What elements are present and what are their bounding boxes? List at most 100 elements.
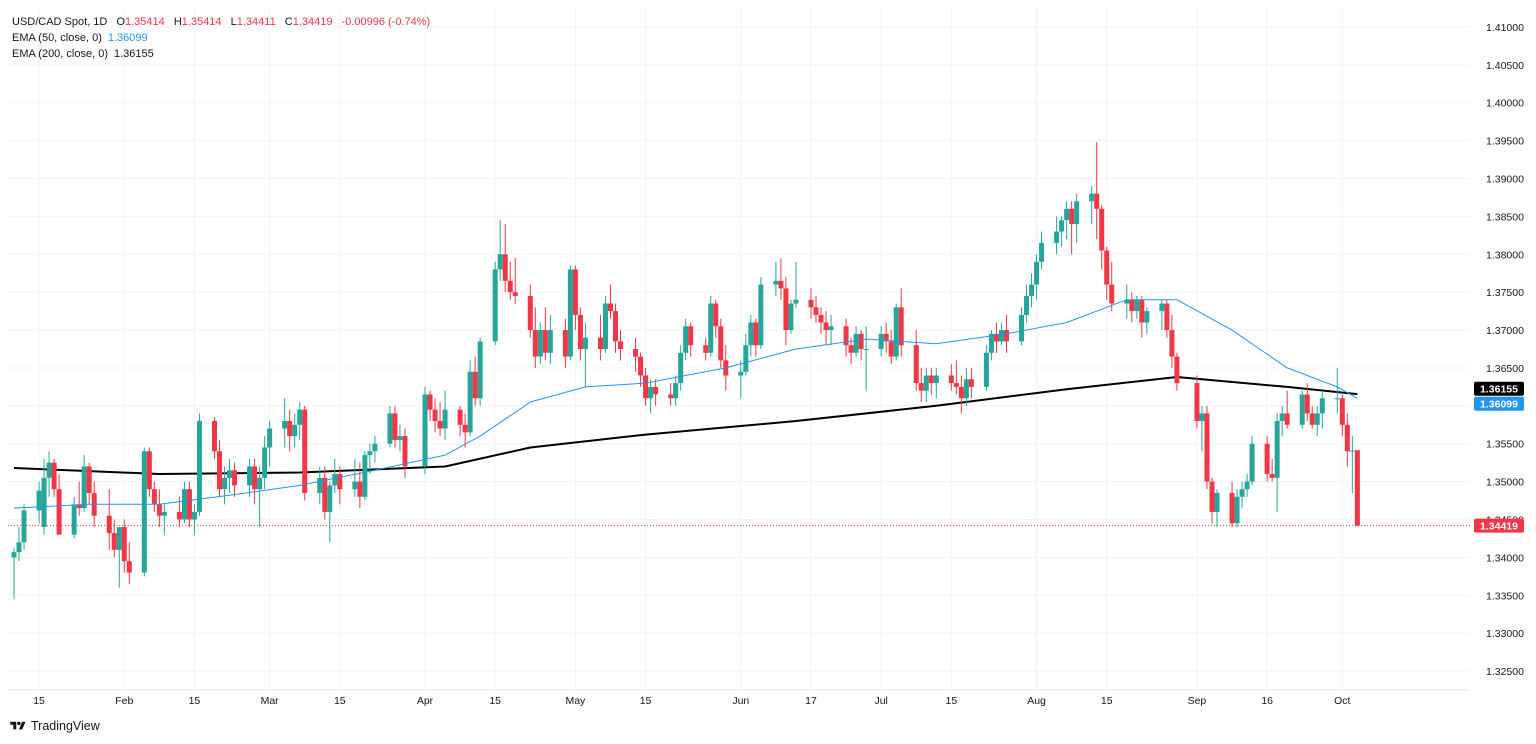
candle	[618, 330, 624, 361]
candle-body	[537, 330, 543, 357]
candle	[1169, 314, 1175, 368]
candle	[888, 330, 894, 365]
candle	[738, 360, 744, 399]
candle	[1164, 299, 1170, 338]
tradingview-brand[interactable]: TradingView	[10, 719, 100, 733]
candle	[21, 504, 27, 550]
candle	[643, 367, 649, 406]
candle-body	[151, 489, 157, 505]
candle-body	[1003, 330, 1009, 342]
candle	[1269, 458, 1275, 482]
price-badge-ema-200: 1.36155	[1474, 381, 1524, 396]
candle	[968, 367, 974, 399]
y-tick-label: 1.33500	[1486, 590, 1524, 602]
candle	[472, 356, 478, 406]
ema200-line	[13, 376, 1358, 475]
y-tick-label: 1.37000	[1486, 325, 1524, 337]
x-tick-label: 15	[189, 695, 201, 707]
candle	[958, 375, 964, 414]
candle	[232, 462, 238, 497]
candle	[653, 379, 659, 406]
candle	[217, 439, 223, 497]
candle-body	[1034, 261, 1040, 285]
candle-body	[472, 371, 478, 399]
candle-body	[1029, 284, 1035, 296]
candle	[397, 424, 403, 452]
x-tick-label: May	[565, 695, 586, 707]
candle	[507, 261, 513, 300]
chart-grid	[8, 8, 1470, 690]
y-tick-label: 1.32500	[1486, 666, 1524, 678]
candle-body	[618, 341, 624, 349]
candle-body	[783, 288, 789, 331]
candle-body	[1269, 474, 1275, 478]
candle	[983, 345, 989, 391]
candle-body	[888, 341, 894, 357]
candle-body	[1319, 398, 1325, 414]
candle	[718, 318, 724, 368]
candle-body	[367, 451, 373, 456]
candle	[357, 462, 363, 509]
candle	[51, 458, 57, 497]
candle	[297, 402, 303, 440]
candle-body	[893, 307, 899, 357]
candle	[1309, 405, 1315, 429]
candle	[1124, 284, 1130, 319]
candle-body	[898, 307, 904, 346]
candle	[1109, 261, 1115, 312]
candle-body	[532, 330, 538, 357]
legend-low-value: 1.34411	[236, 16, 276, 28]
candle	[372, 436, 378, 463]
candle	[1249, 436, 1255, 486]
candle-body	[176, 511, 182, 520]
candle	[788, 299, 794, 334]
candle-body	[222, 477, 228, 490]
candle-body	[582, 337, 588, 349]
candle-body	[1264, 443, 1270, 475]
candle	[422, 386, 428, 475]
candle	[582, 322, 588, 387]
candle	[267, 420, 273, 467]
candle	[808, 288, 814, 319]
candle	[1099, 205, 1105, 270]
candle	[252, 458, 258, 505]
y-tick-label: 1.38000	[1486, 249, 1524, 261]
candle-body	[1239, 489, 1245, 497]
legend-close-label: C	[284, 16, 293, 28]
candle-body	[678, 352, 684, 384]
price-badge-ema-50: 1.36099	[1474, 396, 1524, 411]
candle	[1139, 295, 1145, 338]
candle-body	[1174, 356, 1180, 384]
candle	[818, 307, 824, 334]
candle-body	[778, 280, 784, 289]
candle	[602, 295, 608, 353]
candle	[1314, 405, 1320, 437]
time-axis[interactable]: 15 Feb 15 Mar 15 Apr 15 May 15 Jun 17 Jul 15 Aug 15 Sep…	[8, 689, 1470, 707]
candle	[332, 458, 338, 493]
candle-body	[327, 485, 333, 512]
candle	[828, 314, 834, 346]
candle	[362, 451, 368, 501]
candle	[668, 383, 674, 406]
candle	[607, 284, 613, 319]
candle	[146, 447, 152, 497]
candle	[1089, 186, 1095, 224]
candle-body	[292, 424, 298, 437]
candle	[537, 322, 543, 365]
x-tick-label: 16	[1261, 695, 1273, 707]
candle	[141, 447, 147, 577]
candle	[683, 318, 689, 361]
price-axis[interactable]: 1.41000 1.40500 1.40000 1.39500 1.39000 1.385…	[1474, 22, 1524, 678]
x-tick-label: 15	[489, 695, 501, 707]
candle	[262, 436, 268, 490]
candle	[567, 265, 573, 361]
candle-body	[46, 462, 52, 478]
candle	[81, 455, 87, 512]
candle-body	[502, 254, 508, 281]
candle-body	[51, 462, 57, 490]
candle	[1159, 299, 1165, 331]
candle	[227, 458, 233, 493]
candle-body	[963, 379, 969, 399]
candle-body	[883, 333, 889, 342]
